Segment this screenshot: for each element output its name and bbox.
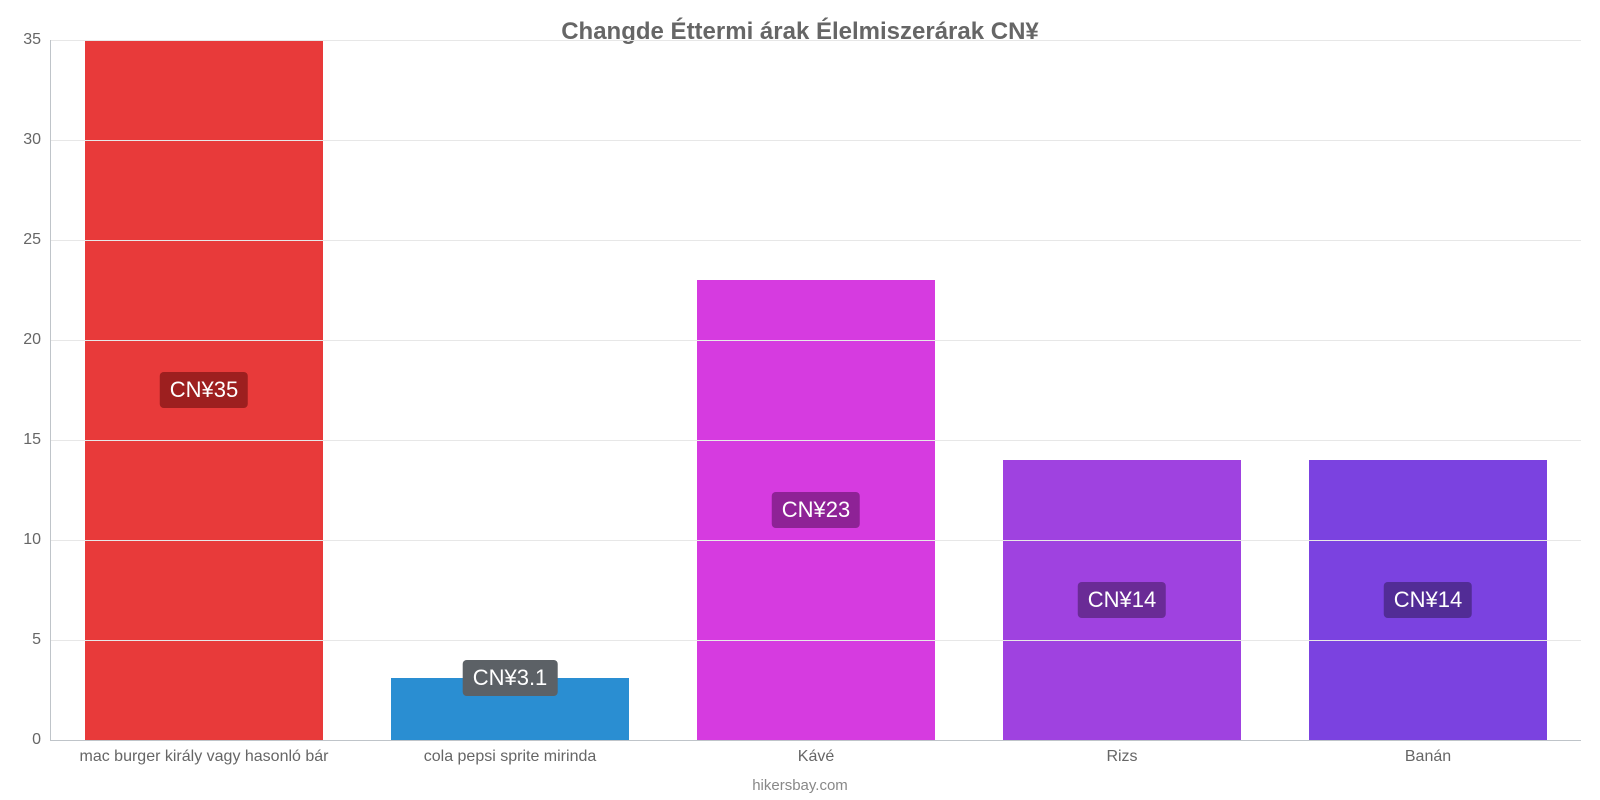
price-chart: Changde Éttermi árak Élelmiszerárak CN¥ … [0,0,1600,800]
y-tick-label: 25 [23,231,51,249]
value-badge: CN¥14 [1384,582,1472,618]
grid-line [51,340,1581,341]
value-badge: CN¥35 [160,372,248,408]
y-tick-label: 20 [23,331,51,349]
grid-line [51,140,1581,141]
value-badge: CN¥3.1 [463,660,558,696]
plot-area: 05101520253035mac burger király vagy has… [50,40,1581,741]
grid-line [51,640,1581,641]
x-axis-label: Rizs [1106,740,1137,766]
value-badge: CN¥23 [772,492,860,528]
x-axis-label: Kávé [798,740,834,766]
grid-line [51,40,1581,41]
grid-line [51,440,1581,441]
grid-line [51,240,1581,241]
x-axis-label: cola pepsi sprite mirinda [424,740,597,766]
y-tick-label: 30 [23,131,51,149]
y-tick-label: 35 [23,31,51,49]
x-axis-label: mac burger király vagy hasonló bár [79,740,328,766]
y-tick-label: 15 [23,431,51,449]
grid-line [51,540,1581,541]
y-tick-label: 10 [23,531,51,549]
credit-text: hikersbay.com [0,777,1600,794]
bars-layer [51,40,1581,740]
x-axis-label: Banán [1405,740,1451,766]
value-badge: CN¥14 [1078,582,1166,618]
y-tick-label: 5 [32,631,51,649]
y-tick-label: 0 [32,731,51,749]
